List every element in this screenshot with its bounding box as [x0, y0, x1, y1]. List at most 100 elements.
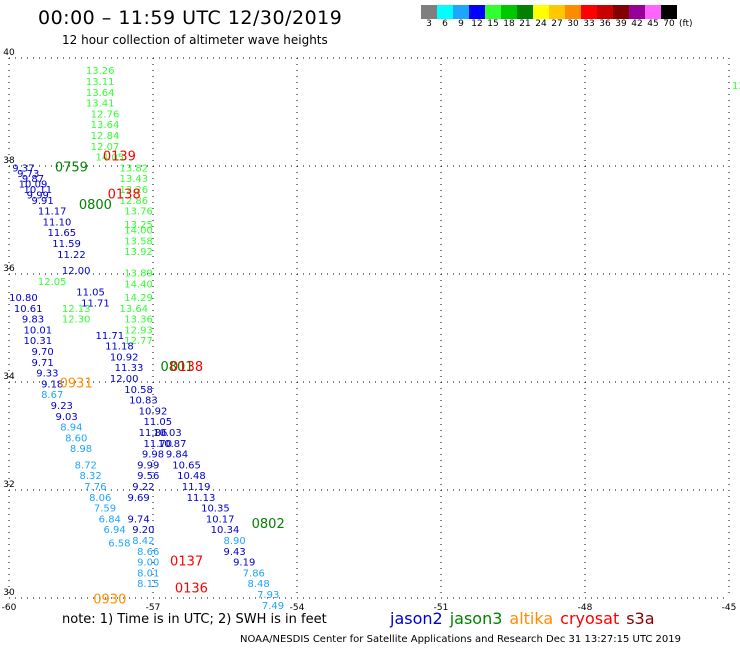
- edge-point-label: 12: [732, 81, 740, 92]
- wave-height-point: 6.58: [108, 539, 130, 550]
- wave-height-point: 9.99: [137, 460, 159, 471]
- wave-height-point: 14.40: [124, 280, 153, 291]
- colorbar-swatch: [597, 5, 613, 19]
- wave-height-point: 12.00: [62, 266, 91, 277]
- wave-height-point: 8.32: [79, 471, 101, 482]
- wave-height-point: 12.05: [38, 277, 67, 288]
- pass-time-label: 0138: [170, 360, 203, 375]
- wave-height-point: 10.58: [124, 385, 153, 396]
- colorbar-swatch: [581, 5, 597, 19]
- colorbar-label: 21: [519, 19, 531, 29]
- wave-height-point: 8.66: [137, 547, 159, 558]
- colorbar-swatch: [549, 5, 565, 19]
- wave-height-colorbar: 3 6 9 12 15 18 21 24 27 30 33 36 39 42 45 70 (ft): [421, 5, 693, 29]
- wave-height-point: 10.31: [23, 336, 52, 347]
- wave-height-point: 10.92: [110, 352, 139, 363]
- wave-height-point: 10.65: [172, 460, 201, 471]
- pass-time-label: 0930: [93, 592, 126, 607]
- wave-height-point: 11.05: [143, 417, 172, 428]
- legend-entry: jason2: [390, 609, 443, 628]
- x-tick-label: -45: [722, 603, 737, 610]
- colorbar-swatch: [485, 5, 501, 19]
- wave-height-point: 8.67: [41, 390, 63, 401]
- colorbar-swatch: [613, 5, 629, 19]
- colorbar-label: 36: [599, 19, 611, 29]
- wave-height-point: 10.92: [139, 406, 168, 417]
- wave-height-point: 13.76: [124, 207, 153, 218]
- wave-height-point: 13.58: [124, 236, 153, 247]
- wave-height-point: 14.29: [124, 293, 153, 304]
- wave-height-point: 11.17: [38, 207, 67, 218]
- x-tick-label: -60: [2, 603, 17, 610]
- colorbar-label: 30: [567, 19, 579, 29]
- colorbar-label: 33: [583, 19, 595, 29]
- colorbar-label: 18: [503, 19, 515, 29]
- wave-height-point: 8.94: [60, 423, 82, 434]
- wave-height-point: 8.98: [70, 444, 92, 455]
- x-tick-label: -51: [434, 603, 449, 610]
- wave-height-point: 7.86: [243, 568, 265, 579]
- colorbar-label: 3: [426, 19, 432, 29]
- legend-entry: altika: [509, 609, 554, 628]
- wave-height-point: 11.70: [143, 439, 172, 450]
- y-tick-label: 34: [3, 372, 15, 382]
- y-tick-label: 38: [3, 156, 15, 166]
- colorbar-swatch: [469, 5, 485, 19]
- wave-height-point: 6.94: [103, 525, 125, 536]
- colorbar-unit: (ft): [679, 19, 693, 29]
- wave-height-point: 10.87: [158, 439, 187, 450]
- wave-height-point: 6.84: [99, 514, 121, 525]
- chart-title: 00:00 – 11:59 UTC 12/30/2019: [38, 7, 343, 29]
- wave-height-point: 7.93: [257, 590, 279, 601]
- wave-height-point: 11.71: [81, 298, 110, 309]
- wave-height-point: 11.18: [105, 342, 134, 353]
- wave-height-point: 13.64: [91, 120, 120, 131]
- wave-height-point: 10.17: [206, 514, 235, 525]
- wave-height-point: 9.20: [132, 525, 154, 536]
- wave-height-point: 10.03: [153, 428, 182, 439]
- wave-height-point: 10.35: [201, 504, 230, 515]
- wave-height-point: 12.26: [119, 185, 148, 196]
- wave-height-point: 9.83: [22, 315, 44, 326]
- colorbar-swatch: [517, 5, 533, 19]
- wave-height-point: 9.56: [137, 471, 159, 482]
- wave-height-point: 13.26: [86, 66, 115, 77]
- wave-height-point: 10.83: [129, 396, 158, 407]
- wave-height-point: 9.91: [31, 196, 53, 207]
- wave-height-point: 12.30: [62, 315, 91, 326]
- wave-height-point: 11.05: [76, 288, 105, 299]
- colorbar-label: 6: [442, 19, 448, 29]
- wave-height-point: 13.41: [86, 99, 115, 110]
- chart-subtitle: 12 hour collection of altimeter wave hei…: [62, 33, 328, 47]
- wave-height-point: 14.05: [95, 153, 124, 164]
- wave-height-point: 12.93: [124, 325, 153, 336]
- pass-time-label: 0931: [60, 376, 93, 391]
- wave-height-point: 13.92: [124, 247, 153, 258]
- wave-height-point: 13.25: [124, 220, 153, 231]
- colorbar-label: 15: [487, 19, 499, 29]
- wave-height-point: 13.64: [86, 88, 115, 99]
- wave-height-point: 9.73: [17, 169, 39, 180]
- colorbar-swatches: [421, 5, 693, 19]
- wave-height-point: 10.34: [211, 525, 240, 536]
- wave-height-point: 9.03: [55, 412, 77, 423]
- wave-height-point: 8.06: [89, 493, 111, 504]
- wave-height-point: 11.19: [182, 482, 211, 493]
- wave-height-point: 9.33: [36, 369, 58, 380]
- wave-height-point: 12.84: [91, 131, 120, 142]
- colorbar-swatch: [661, 5, 677, 19]
- wave-height-map: -60 -57 -54 -51 -48 -45 30 32 34 36 38 40 13.2613.11…: [2, 48, 740, 610]
- wave-height-point: 10.09: [19, 180, 48, 191]
- legend-entry: jason3: [449, 609, 503, 628]
- wave-height-point: 11.71: [95, 331, 124, 342]
- wave-height-point: 9.99: [27, 190, 49, 201]
- wave-height-point: 11.10: [43, 217, 72, 228]
- footer-note: note: 1) Time is in UTC; 2) SWH is in fe…: [62, 612, 327, 627]
- colorbar-swatch: [501, 5, 517, 19]
- wave-height-point: 11.86: [139, 428, 168, 439]
- colorbar-swatch: [437, 5, 453, 19]
- colorbar-labels: 3 6 9 12 15 18 21 24 27 30 33 36 39 42 45 70 (ft): [421, 19, 693, 29]
- wave-height-point: 9.84: [166, 450, 188, 461]
- y-tick-label: 40: [3, 48, 15, 58]
- wave-height-point: 13.11: [86, 77, 115, 88]
